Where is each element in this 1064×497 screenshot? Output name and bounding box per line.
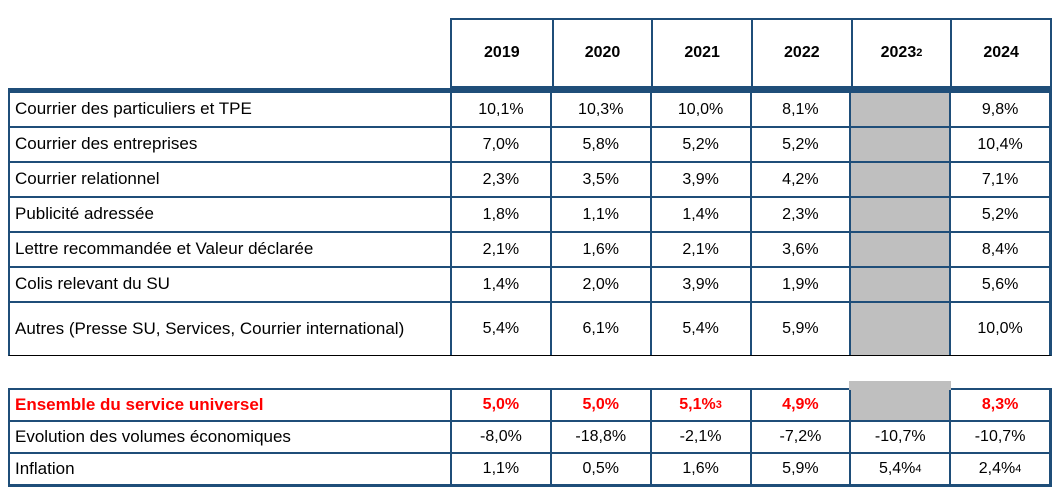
value-cell: 3,9%	[649, 268, 750, 301]
value-cell: 5,9%	[749, 303, 850, 355]
value-cell: 1,8%	[450, 198, 550, 231]
value-cell: 1,6%	[549, 233, 650, 266]
value-cell: -10,7%	[849, 422, 949, 452]
masked-2023-cell	[849, 303, 950, 355]
row-label: Courrier des entreprises	[15, 134, 198, 154]
masked-2023-cell	[849, 163, 950, 196]
table-row: Publicité adressée 1,8% 1,1% 1,4% 2,3% 5…	[10, 196, 1049, 231]
table-row: Inflation 1,1% 0,5% 1,6% 5,9% 5,4% 4 2,4%…	[10, 452, 1049, 484]
value-cell: 5,4%	[649, 303, 750, 355]
year-header-2022: 2022	[750, 20, 851, 86]
value-cell: 5,2%	[949, 198, 1049, 231]
value-cell: 9,8%	[949, 93, 1049, 126]
year-header-2019: 2019	[484, 44, 520, 61]
value-cell: 1,1%	[450, 454, 550, 484]
value-cell: -18,8%	[549, 422, 650, 452]
row-label: Evolution des volumes économiques	[15, 426, 291, 446]
value-cell: 7,0%	[450, 128, 550, 161]
value-cell: 1,9%	[749, 268, 850, 301]
year-header-row: 2019 2020 2021 2022 2023 2 2024	[450, 18, 1052, 88]
value-cell: 6,1%	[549, 303, 650, 355]
value-cell: 5,4% 4	[849, 454, 949, 484]
value-cell: 2,4% 4	[949, 454, 1049, 484]
value-cell: 8,1%	[749, 93, 850, 126]
value-cell: 5,1% 3	[649, 390, 750, 420]
table-row: Courrier des entreprises 7,0% 5,8% 5,2% …	[10, 126, 1049, 161]
table-row: Courrier relationnel 2,3% 3,5% 3,9% 4,2%…	[10, 161, 1049, 196]
row-label: Publicité adressée	[15, 204, 154, 224]
value-cell: 8,3%	[949, 390, 1049, 420]
value-cell: 1,4%	[450, 268, 550, 301]
value-cell: 1,6%	[649, 454, 750, 484]
year-header-2024: 2024	[950, 20, 1050, 86]
row-label: Courrier relationnel	[15, 169, 160, 189]
year-header-2021: 2021	[651, 20, 751, 86]
table-row: Evolution des volumes économiques -8,0% …	[10, 420, 1049, 452]
value-cell: 5,4%	[450, 303, 550, 355]
year-header-2020: 2020	[551, 20, 652, 86]
masked-2023-cell	[849, 381, 951, 420]
value-cell: 10,3%	[549, 93, 650, 126]
value-cell: 2,1%	[649, 233, 750, 266]
value-cell: 10,1%	[450, 93, 550, 126]
value-cell: -2,1%	[649, 422, 750, 452]
value-cell: 5,2%	[649, 128, 750, 161]
masked-2023-cell	[849, 93, 950, 126]
value-cell: 2,1%	[450, 233, 550, 266]
value-cell: 0,5%	[549, 454, 650, 484]
row-label: Autres (Presse SU, Services, Courrier in…	[15, 318, 405, 338]
value-cell: 1,4%	[649, 198, 750, 231]
row-label: Courrier des particuliers et TPE	[15, 99, 252, 119]
value-cell: 7,1%	[949, 163, 1049, 196]
value-cell: 2,3%	[450, 163, 550, 196]
value-cell: 10,4%	[949, 128, 1049, 161]
table-row: Lettre recommandée et Valeur déclarée 2,…	[10, 231, 1049, 266]
value-cell: -7,2%	[749, 422, 850, 452]
value-cell: 4,9%	[749, 390, 850, 420]
value-cell: 5,9%	[749, 454, 850, 484]
summary-table: Ensemble du service universel 5,0% 5,0% …	[8, 381, 1052, 487]
masked-2023-cell	[849, 268, 950, 301]
row-label: Colis relevant du SU	[15, 274, 170, 294]
value-cell: 10,0%	[649, 93, 750, 126]
value-cell: 2,3%	[749, 198, 850, 231]
year-header-2023: 2023 2	[850, 20, 951, 86]
value-cell: 2,0%	[549, 268, 650, 301]
value-cell: 5,0%	[549, 390, 650, 420]
value-cell: -8,0%	[450, 422, 550, 452]
value-cell: 3,9%	[649, 163, 750, 196]
value-cell: 5,8%	[549, 128, 650, 161]
value-cell: 5,0%	[450, 390, 550, 420]
value-cell: 10,0%	[949, 303, 1049, 355]
table-row: Autres (Presse SU, Services, Courrier in…	[10, 301, 1049, 355]
table-row: Colis relevant du SU 1,4% 2,0% 3,9% 1,9%…	[10, 266, 1049, 301]
value-cell: 5,2%	[749, 128, 850, 161]
value-cell: 3,5%	[549, 163, 650, 196]
masked-2023-cell	[849, 128, 950, 161]
value-cell: 5,6%	[949, 268, 1049, 301]
row-label: Lettre recommandée et Valeur déclarée	[15, 239, 314, 259]
value-cell: -10,7%	[949, 422, 1049, 452]
value-cell: 3,6%	[749, 233, 850, 266]
volume-growth-table: Courrier des particuliers et TPE 10,1% 1…	[8, 88, 1052, 356]
table-row-total: Ensemble du service universel 5,0% 5,0% …	[10, 381, 1049, 420]
value-cell: 8,4%	[949, 233, 1049, 266]
table-row: Courrier des particuliers et TPE 10,1% 1…	[10, 93, 1049, 126]
masked-2023-cell	[849, 198, 950, 231]
value-cell: 4,2%	[749, 163, 850, 196]
value-cell: 1,1%	[549, 198, 650, 231]
row-label: Ensemble du service universel	[15, 394, 264, 414]
masked-2023-cell	[849, 233, 950, 266]
row-label: Inflation	[15, 458, 75, 478]
